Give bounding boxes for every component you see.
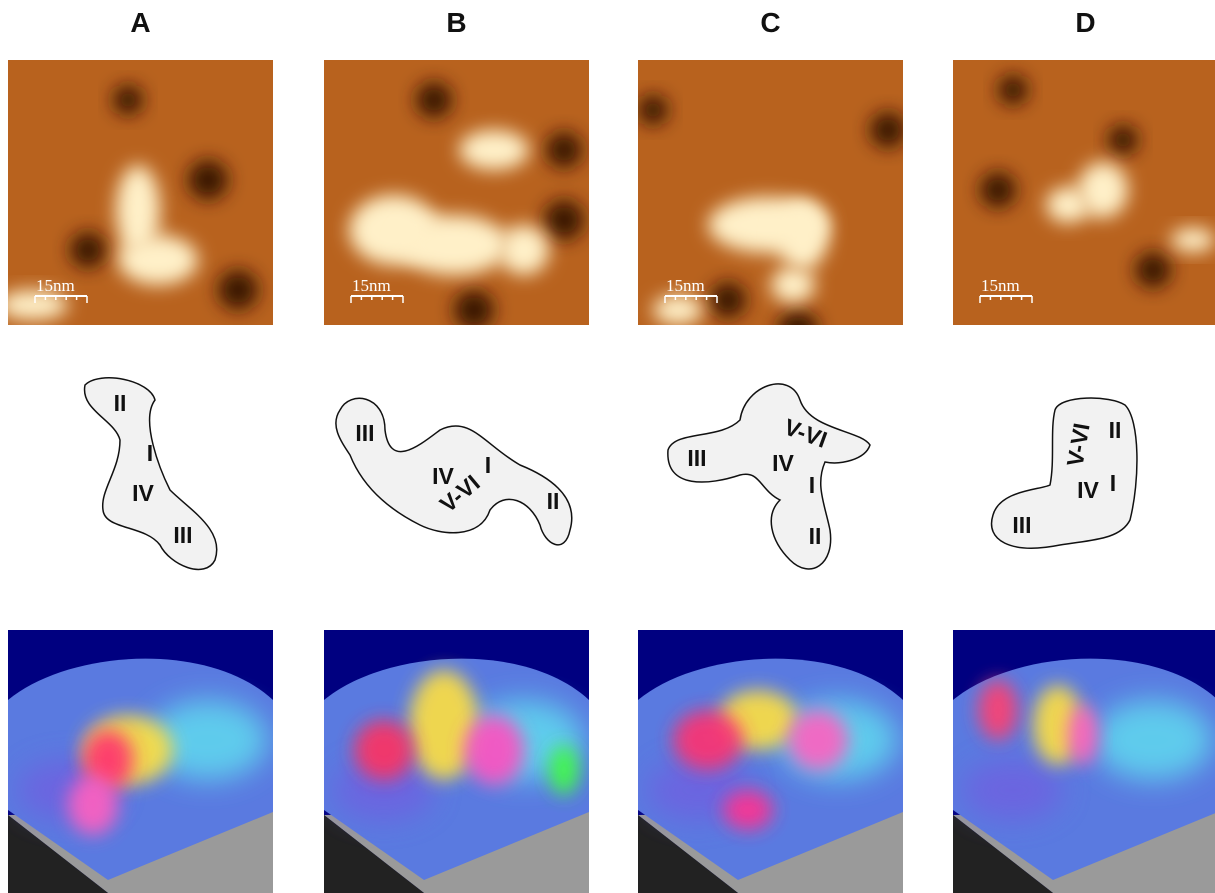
afm-dark [778,310,818,350]
afm-image: 15nm [953,60,1215,325]
figure: A15nmIIIIVIIIB15nmIIIIVIV-VIIIC15nmIIIV-… [0,0,1215,893]
surface-peak [673,710,743,770]
afm-bright [1046,187,1090,223]
afm-dark [710,282,746,318]
afm-image: 15nm [638,60,906,350]
domain-label: II [114,390,127,416]
domain-label: I [485,452,491,478]
domain-label: II [547,488,560,514]
afm-dark [980,172,1016,208]
panel-label: A [130,7,150,38]
domain-outline [668,384,870,569]
surface-3d [638,630,903,893]
panel-label: B [446,7,466,38]
domain-label: I [1110,470,1116,496]
surface-3d [8,630,273,893]
surface-glow [1093,700,1213,780]
surface-peak [978,680,1018,740]
surface-peak [1068,705,1098,765]
afm-bright [771,267,815,303]
afm-dark [70,232,106,268]
domain-outline [85,378,217,570]
surface-3d [324,630,589,893]
afm-dark [998,75,1028,105]
surface-peak [68,775,118,835]
domain-label: I [147,440,153,466]
afm-bright [778,200,828,270]
afm-dark [454,290,494,330]
afm-dark [113,85,143,115]
surface-peak [549,745,579,795]
domain-label: II [809,523,822,549]
domain-label: III [687,445,706,471]
afm-bright [459,130,529,170]
domain-label: III [355,420,374,446]
afm-dark [638,95,668,125]
panel-label: C [760,7,780,38]
afm-bright [1171,228,1215,252]
scale-label: 15nm [352,276,391,295]
afm-dark [416,82,452,118]
afm-bright [499,225,549,275]
afm-dark [188,160,228,200]
surface-peak [723,790,773,830]
domain-label: I [809,472,815,498]
scale-label: 15nm [666,276,705,295]
afm-dark [1108,125,1138,155]
scale-label: 15nm [36,276,75,295]
afm-dark [218,270,258,310]
afm-image: 15nm [0,60,273,325]
domain-label: III [1012,512,1031,538]
surface-3d [953,630,1215,893]
afm-image: 15nm [324,60,589,330]
afm-bright [118,235,198,285]
surface-peak [788,710,848,770]
surface-peak [354,720,414,780]
afm-bright [399,215,509,275]
surface-glow [963,760,1063,820]
scale-label: 15nm [981,276,1020,295]
domain-label: II [1109,417,1122,443]
panel-label: D [1075,7,1095,38]
domain-label: III [173,522,192,548]
afm-dark [544,200,584,240]
domain-label: IV [132,480,154,506]
surface-peak [464,715,524,785]
domain-label: IV [1077,477,1099,503]
afm-dark [870,112,906,148]
domain-label: IV [772,450,794,476]
afm-dark [1135,252,1171,288]
afm-dark [546,132,582,168]
